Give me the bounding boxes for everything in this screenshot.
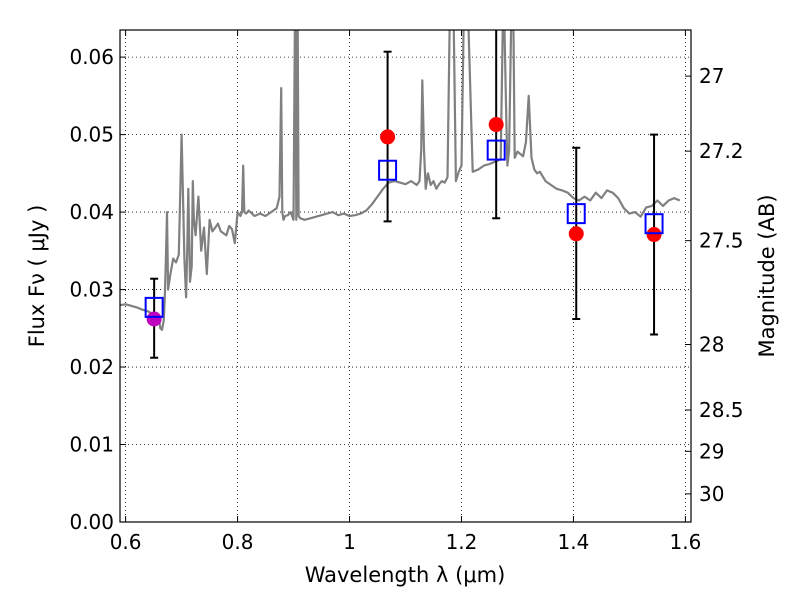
circle-marker	[646, 227, 662, 243]
x-axis-label: Wavelength λ (μm)	[305, 563, 506, 587]
circle-marker	[380, 129, 396, 145]
y-tick-label: 0.04	[69, 200, 114, 224]
model-spectrum	[120, 30, 681, 331]
plot-frame	[119, 29, 692, 523]
data-markers	[144, 117, 664, 327]
x-tick-label: 1.2	[446, 530, 478, 554]
y2-tick-label: 30	[699, 482, 724, 506]
square-marker	[486, 139, 506, 161]
y-tick-label: 0.02	[69, 355, 114, 379]
y-tick-label: 0.00	[69, 510, 114, 534]
y2-tick-label: 29	[699, 439, 724, 463]
y-tick-label: 0.06	[69, 45, 114, 69]
y-tick-labels: 0.00 0.01 0.02 0.03 0.04 0.05 0.06	[69, 45, 114, 534]
x-tick-labels: 0.6 0.8 1 1.2 1.4 1.6	[110, 530, 702, 554]
spectrum-line	[120, 30, 681, 331]
square-marker	[566, 203, 586, 225]
square-marker	[378, 159, 398, 181]
plot-background	[120, 30, 691, 522]
axis-ticks	[120, 30, 691, 523]
y-tick-label: 0.05	[69, 123, 114, 147]
circle-marker	[146, 311, 162, 327]
y2-axis-label: Magnitude (AB)	[755, 194, 779, 357]
y2-tick-label: 28	[699, 332, 724, 356]
y2-tick-label: 28.5	[699, 398, 744, 422]
y2-tick-label: 27	[699, 64, 724, 88]
y2-tick-label: 27.5	[699, 229, 744, 253]
x-tick-label: 0.8	[222, 530, 254, 554]
y-tick-label: 0.03	[69, 278, 114, 302]
circle-marker	[488, 117, 504, 133]
x-tick-label: 1.6	[669, 530, 701, 554]
y-tick-label: 0.01	[69, 433, 114, 457]
circle-marker	[568, 226, 584, 242]
y-axis-label: Flux Fν ( μJy )	[25, 205, 49, 348]
square-marker	[644, 213, 664, 235]
x-tick-label: 1	[343, 530, 356, 554]
square-marker	[144, 296, 164, 318]
y2-tick-label: 27.2	[699, 139, 744, 163]
y2-tick-labels: 27 27.2 27.5 28 28.5 29 30	[699, 64, 744, 506]
x-tick-label: 1.4	[558, 530, 590, 554]
x-tick-label: 0.6	[110, 530, 142, 554]
